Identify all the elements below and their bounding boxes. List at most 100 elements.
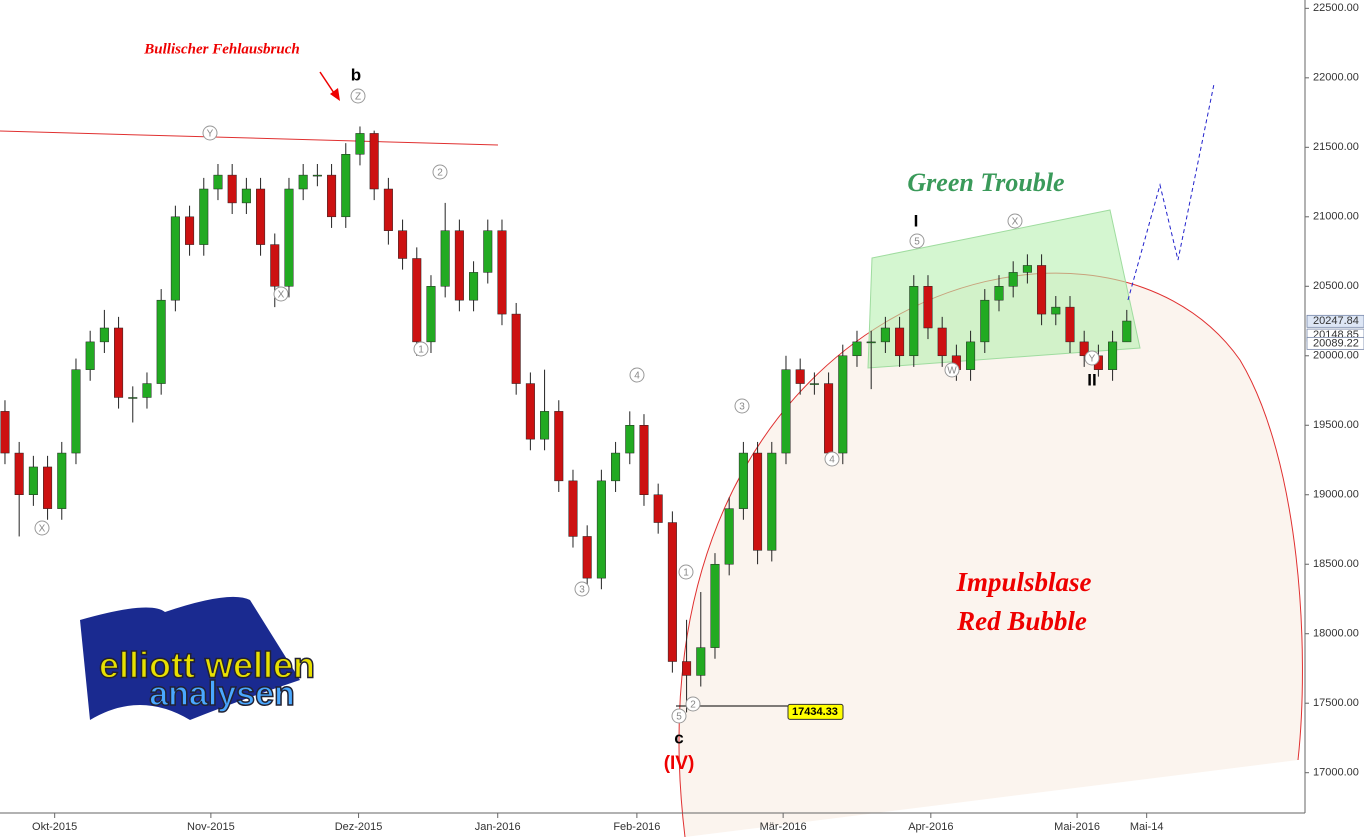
candle-body — [71, 369, 81, 454]
candle-body — [383, 188, 393, 231]
x-tick-label: Mai-2016 — [1054, 821, 1100, 833]
wave-circle — [350, 88, 366, 104]
candle-body — [114, 327, 124, 398]
candle-body — [1122, 320, 1132, 343]
y-tick-label: 19000.00 — [1313, 489, 1359, 501]
wave-label: 1 — [418, 345, 424, 356]
candle-body — [753, 452, 763, 551]
wave-circle — [909, 233, 925, 249]
x-tick-label: Jan-2016 — [475, 821, 521, 833]
y-tick-label: 18500.00 — [1313, 558, 1359, 570]
wave-label: 1 — [683, 568, 689, 579]
annotation: Red Bubble — [956, 606, 1087, 636]
candle-body — [0, 411, 10, 454]
candle-body — [469, 272, 479, 301]
low-tag — [787, 703, 844, 720]
wave-label: Y — [207, 129, 214, 140]
price-tag-label: 20089.22 — [1313, 337, 1359, 349]
trend-line — [0, 130, 499, 146]
forecast-line — [1127, 83, 1215, 301]
wave-circle — [824, 451, 840, 467]
y-tick-label: 17000.00 — [1313, 767, 1359, 779]
y-tick-label: 18000.00 — [1313, 628, 1359, 640]
candle-body — [568, 480, 578, 537]
annotation: c — [674, 728, 683, 747]
y-tick-label: 20500.00 — [1313, 280, 1359, 292]
candle-body — [1065, 306, 1075, 343]
wave-label: Z — [355, 92, 361, 103]
y-tick-label: 17500.00 — [1313, 697, 1359, 709]
candle-body — [483, 230, 493, 273]
candle-body — [909, 286, 919, 357]
wave-label: 2 — [690, 700, 696, 711]
candle-body — [185, 216, 195, 245]
candle-body — [1079, 341, 1089, 357]
candle-body — [341, 154, 351, 218]
candle-body — [824, 383, 834, 454]
wave-label: 4 — [829, 455, 835, 466]
candle-body — [596, 480, 606, 579]
wave-circle — [1084, 350, 1100, 366]
candle-body — [426, 286, 436, 343]
wave-circle — [1007, 213, 1023, 229]
candle-body — [767, 452, 777, 551]
candle-body — [241, 188, 251, 204]
candle-body — [1051, 306, 1061, 315]
y-tick-label: 22000.00 — [1313, 72, 1359, 84]
candle-body — [99, 327, 109, 343]
candle-body — [256, 188, 266, 245]
logo-text: wellen — [204, 645, 315, 686]
candle-body — [497, 230, 507, 315]
candle-body — [653, 494, 663, 523]
candle-body — [298, 174, 308, 190]
candle-body — [28, 466, 38, 495]
candle-body — [284, 188, 294, 287]
candle-body — [937, 327, 947, 357]
candle-body — [852, 341, 862, 357]
candle-body — [270, 244, 280, 287]
candle-body — [582, 536, 592, 579]
wave-label: X — [1012, 217, 1019, 228]
annotation: (IV) — [664, 753, 695, 774]
arrow-head — [330, 88, 340, 101]
candle-body — [1037, 265, 1047, 315]
candle-body — [398, 230, 408, 259]
candle-body — [923, 286, 933, 329]
wave-label: 3 — [739, 402, 745, 413]
annotation: II — [1087, 370, 1096, 389]
candle-body — [43, 466, 53, 509]
candle-body — [327, 174, 337, 218]
candle-body — [1008, 272, 1018, 287]
y-tick-label: 22500.00 — [1313, 2, 1359, 14]
candle-body — [128, 397, 138, 399]
wave-label: 2 — [437, 168, 443, 179]
wave-label: X — [39, 524, 46, 535]
candle-body — [1108, 341, 1118, 370]
candle-body — [511, 313, 521, 384]
price-tag — [1306, 314, 1364, 328]
candle-body — [866, 341, 876, 344]
candle-body — [724, 508, 734, 565]
candle-body — [966, 341, 976, 370]
wave-label: 5 — [676, 712, 682, 723]
annotation: Green Trouble — [907, 168, 1064, 197]
candle-body — [199, 188, 209, 245]
wave-circle — [202, 125, 218, 141]
candle-body — [781, 369, 791, 454]
wave-label: X — [278, 290, 285, 301]
candle-body — [611, 452, 621, 482]
candle-body — [738, 452, 748, 509]
candle-body — [412, 258, 422, 343]
x-tick-label: Nov-2015 — [187, 821, 235, 833]
y-tick-label: 21500.00 — [1313, 141, 1359, 153]
candle-body — [227, 174, 237, 204]
wave-label: W — [947, 366, 957, 377]
logo-text: elliott — [99, 645, 195, 686]
wave-circle — [944, 362, 960, 378]
price-tag-label: 20247.84 — [1313, 315, 1359, 327]
wave-circle — [432, 164, 448, 180]
wave-circle — [671, 708, 687, 724]
candle-body — [369, 133, 379, 190]
wave-circle — [734, 398, 750, 414]
